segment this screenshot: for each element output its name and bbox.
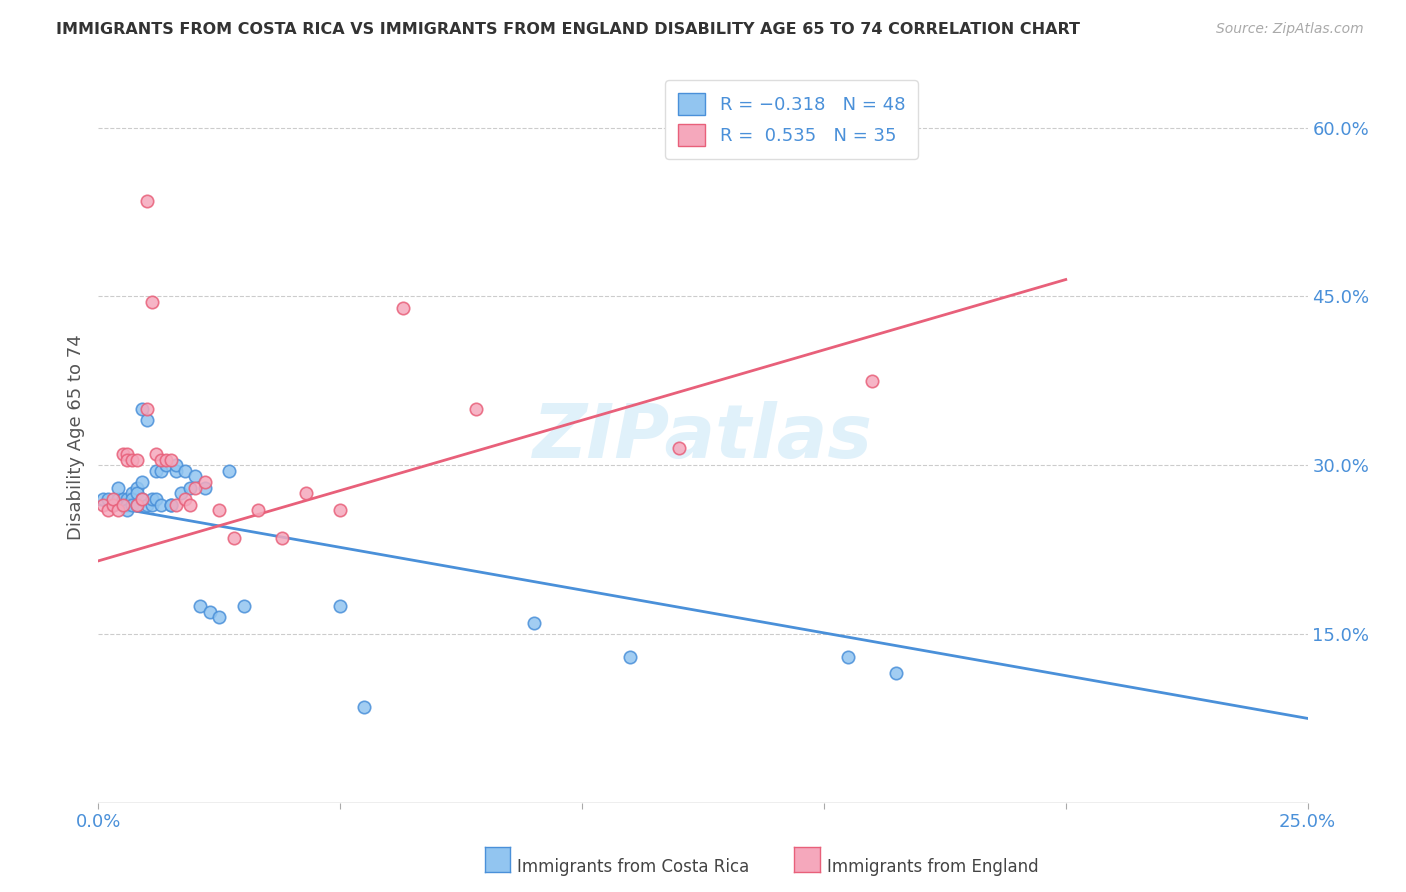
Legend: R = −0.318   N = 48, R =  0.535   N = 35: R = −0.318 N = 48, R = 0.535 N = 35	[665, 80, 918, 159]
Point	[135, 413, 157, 427]
Point	[523, 615, 546, 630]
Point	[155, 452, 177, 467]
Point	[165, 498, 187, 512]
Point	[97, 503, 120, 517]
Text: ZIPatlas: ZIPatlas	[533, 401, 873, 474]
Point	[194, 481, 217, 495]
Point	[127, 486, 149, 500]
Point	[155, 458, 177, 473]
Point	[837, 649, 859, 664]
Point	[222, 532, 245, 546]
Point	[131, 491, 153, 506]
Point	[145, 491, 167, 506]
Point	[127, 452, 149, 467]
Point	[141, 491, 163, 506]
Point	[174, 464, 197, 478]
Point	[271, 532, 294, 546]
Point	[353, 700, 375, 714]
Point	[184, 469, 207, 483]
Point	[121, 452, 143, 467]
Point	[127, 498, 149, 512]
Point	[117, 498, 139, 512]
Point	[111, 491, 134, 506]
Point	[117, 452, 139, 467]
Point	[107, 503, 129, 517]
Point	[101, 498, 124, 512]
Point	[184, 481, 207, 495]
Point	[107, 481, 129, 495]
Point	[329, 503, 352, 517]
Point	[150, 498, 173, 512]
Point	[121, 491, 143, 506]
Point	[131, 401, 153, 416]
Point	[107, 491, 129, 506]
Y-axis label: Disability Age 65 to 74: Disability Age 65 to 74	[66, 334, 84, 540]
Point	[127, 481, 149, 495]
Point	[121, 486, 143, 500]
Point	[135, 194, 157, 208]
Point	[91, 498, 114, 512]
Point	[165, 458, 187, 473]
Point	[329, 599, 352, 613]
Point	[101, 491, 124, 506]
Point	[232, 599, 254, 613]
Point	[208, 610, 231, 624]
Text: Source: ZipAtlas.com: Source: ZipAtlas.com	[1216, 22, 1364, 37]
Point	[392, 301, 415, 315]
Point	[179, 498, 201, 512]
Point	[111, 498, 134, 512]
Point	[194, 475, 217, 489]
Point	[179, 481, 201, 495]
Point	[160, 498, 183, 512]
Point	[619, 649, 641, 664]
Point	[111, 498, 134, 512]
Point	[160, 498, 183, 512]
Point	[141, 498, 163, 512]
Point	[150, 464, 173, 478]
Point	[208, 503, 231, 517]
Point	[127, 498, 149, 512]
Point	[141, 295, 163, 310]
Point	[886, 666, 908, 681]
Point	[111, 447, 134, 461]
Point	[174, 491, 197, 506]
Text: Immigrants from Costa Rica: Immigrants from Costa Rica	[517, 858, 749, 876]
Point	[135, 401, 157, 416]
Point	[668, 442, 690, 456]
Point	[131, 475, 153, 489]
Point	[131, 491, 153, 506]
Point	[135, 498, 157, 512]
Point	[198, 605, 221, 619]
Point	[247, 503, 270, 517]
Point	[218, 464, 240, 478]
Point	[464, 401, 486, 416]
Point	[97, 491, 120, 506]
Point	[117, 491, 139, 506]
Point	[295, 486, 318, 500]
Point	[121, 498, 143, 512]
Point	[165, 464, 187, 478]
Point	[145, 464, 167, 478]
Point	[169, 486, 191, 500]
Point	[150, 452, 173, 467]
Point	[188, 599, 211, 613]
Point	[101, 498, 124, 512]
Point	[160, 452, 183, 467]
Point	[117, 447, 139, 461]
Text: Immigrants from England: Immigrants from England	[827, 858, 1039, 876]
Point	[860, 374, 883, 388]
Text: IMMIGRANTS FROM COSTA RICA VS IMMIGRANTS FROM ENGLAND DISABILITY AGE 65 TO 74 CO: IMMIGRANTS FROM COSTA RICA VS IMMIGRANTS…	[56, 22, 1080, 37]
Point	[145, 447, 167, 461]
Point	[91, 491, 114, 506]
Point	[117, 503, 139, 517]
